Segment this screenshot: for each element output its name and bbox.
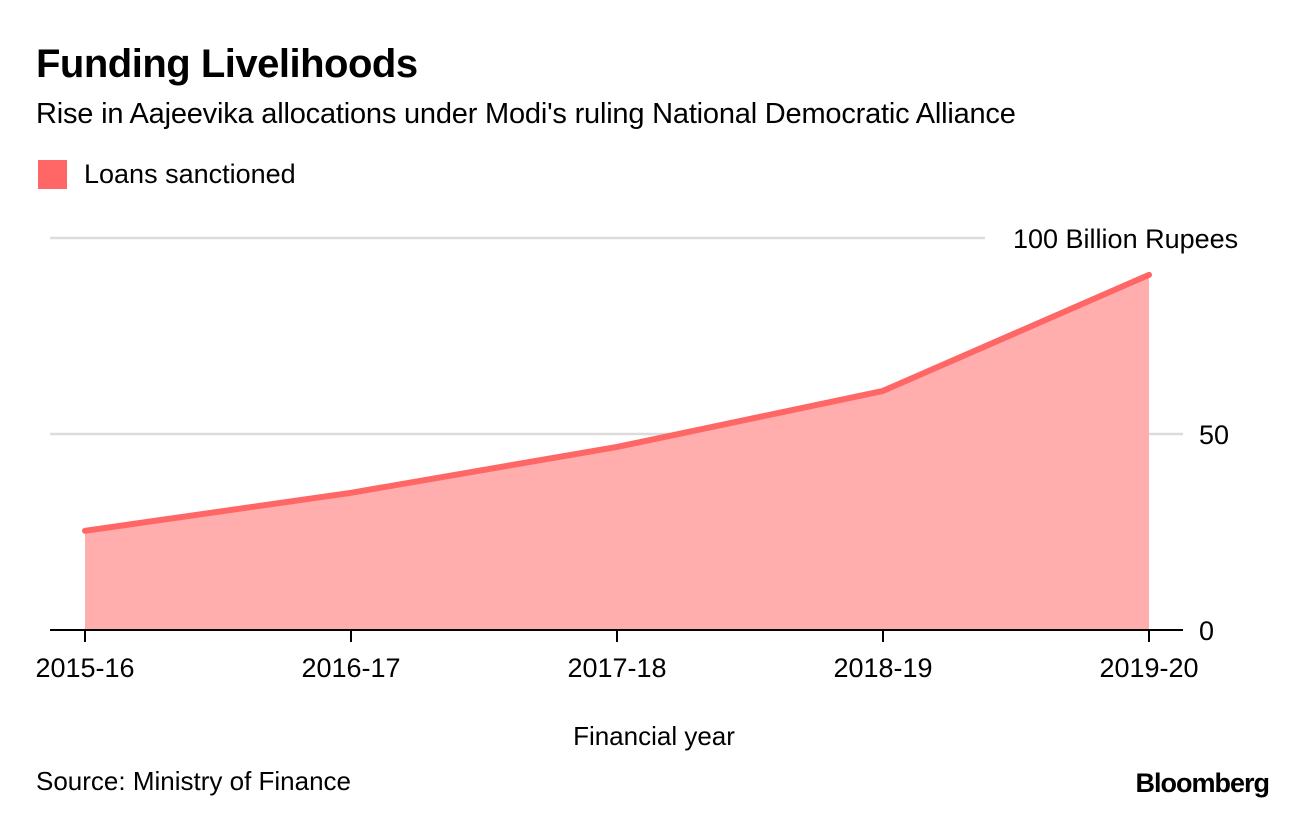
x-tick-label-2015-16: 2015-16 xyxy=(35,653,134,683)
x-tick-label-2016-17: 2016-17 xyxy=(301,653,400,683)
legend: Loans sanctioned xyxy=(38,158,296,190)
legend-label-loans-sanctioned: Loans sanctioned xyxy=(84,159,296,189)
x-tick-label-2018-19: 2018-19 xyxy=(833,653,932,683)
legend-swatch-loans-sanctioned xyxy=(38,159,67,189)
bloomberg-logo: Bloomberg xyxy=(1135,768,1270,798)
y-tick-label-0: 0 xyxy=(1199,616,1214,646)
y-tick-label-50: 50 xyxy=(1199,420,1229,450)
area-fill-loans-sanctioned xyxy=(85,274,1149,630)
x-axis xyxy=(50,629,1183,642)
x-tick-label-2019-20: 2019-20 xyxy=(1099,653,1198,683)
x-axis-title: Financial year xyxy=(573,721,735,751)
area-layer xyxy=(82,271,1152,630)
y-tick-label-100: 100 Billion Rupees xyxy=(1013,224,1238,254)
chart-subtitle: Rise in Aajeevika allocations under Modi… xyxy=(36,98,1016,130)
x-tick-label-2017-18: 2017-18 xyxy=(567,653,666,683)
chart-title: Funding Livelihoods xyxy=(36,42,418,86)
x-axis-labels: 2015-16 2016-17 2017-18 2018-19 2019-20 xyxy=(35,653,1198,683)
y-axis-labels: 0 50 100 Billion Rupees xyxy=(1013,224,1238,646)
source-note: Source: Ministry of Finance xyxy=(36,766,352,796)
